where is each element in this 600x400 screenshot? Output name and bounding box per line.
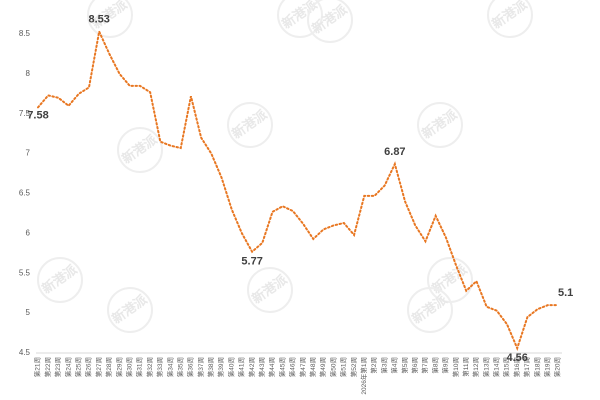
x-tick-label: 第13周 [481, 357, 490, 377]
x-tick-label: 第15周 [502, 357, 511, 377]
x-tick-label: 第31周 [135, 357, 144, 377]
watermark-circle [307, 0, 353, 43]
x-tick-label: 第8周 [430, 357, 439, 374]
data-line [37, 28, 559, 352]
watermark: 新港派 [429, 261, 470, 296]
x-tick-label: 第40周 [226, 357, 235, 377]
data-label: 5.77 [241, 256, 262, 268]
data-label: 5.1 [558, 287, 573, 299]
x-tick-label: 第3周 [379, 357, 388, 374]
watermark-circle [107, 287, 153, 333]
watermark: 新港派 [109, 291, 150, 326]
x-tick-label: 第29周 [114, 357, 123, 377]
x-tick-label: 第26周 [84, 357, 93, 377]
x-tick-label: 第21周 [33, 357, 42, 377]
y-tick-label: 8 [26, 69, 31, 78]
x-tick-label: 第10周 [451, 357, 460, 377]
x-tick-label: 第28周 [104, 357, 113, 377]
watermark-circle [417, 102, 463, 148]
x-tick-label: 第51周 [339, 357, 348, 377]
x-tick-label: 第24周 [63, 357, 72, 377]
x-tick-label: 第44周 [267, 357, 276, 377]
watermark: 新港派 [419, 106, 460, 141]
data-label: 8.53 [88, 14, 109, 26]
x-tick-label: 第6周 [410, 357, 419, 374]
x-tick-label: 第41周 [237, 357, 246, 377]
x-tick-label: 第32周 [145, 357, 154, 377]
y-tick-label: 5.5 [19, 268, 31, 277]
x-tick-label: 第49周 [318, 357, 327, 377]
y-tick-label: 5 [26, 308, 31, 317]
x-tick-label: 第2周 [369, 357, 378, 374]
watermark-circle [227, 102, 273, 148]
x-tick-label: 第17周 [522, 357, 531, 377]
x-tick-label: 第37周 [196, 357, 205, 377]
x-tick-label: 第5周 [400, 357, 409, 374]
x-tick-label: 第22周 [43, 357, 52, 377]
y-tick-label: 8.5 [19, 29, 31, 38]
watermark-circle [277, 0, 323, 38]
x-tick-label: 2026年第1周 [359, 357, 368, 395]
y-tick-label: 7.5 [19, 109, 31, 118]
x-tick-label: 第50周 [328, 357, 337, 377]
watermark: 新港派 [229, 106, 270, 141]
watermark: 新港派 [409, 291, 450, 326]
data-label: 6.87 [384, 146, 405, 158]
x-tick-label: 第33周 [155, 357, 164, 377]
x-tick-label: 第9周 [441, 357, 450, 374]
watermark: 新港派 [119, 131, 160, 166]
x-tick-label: 第43周 [257, 357, 266, 377]
x-tick-label: 第19周 [543, 357, 552, 377]
y-tick-label: 4.5 [19, 348, 31, 357]
x-tick-label: 第14周 [492, 357, 501, 377]
x-tick-label: 第46周 [288, 357, 297, 377]
x-tick-label: 第4周 [390, 357, 399, 374]
x-tick-label: 第34周 [165, 357, 174, 377]
x-tick-label: 第7周 [420, 357, 429, 374]
watermark-circle [87, 0, 133, 38]
watermark-circle [37, 257, 83, 303]
x-tick-label: 第30周 [124, 357, 133, 377]
y-tick-label: 6.5 [19, 189, 31, 198]
watermark: 新港派 [39, 261, 80, 296]
x-tick-label: 第18周 [532, 357, 541, 377]
x-tick-label: 第52周 [349, 357, 358, 377]
data-label: 4.56 [507, 352, 528, 364]
x-tick-label: 第48周 [308, 357, 317, 377]
watermark: 新港派 [249, 271, 290, 306]
x-tick-label: 第12周 [471, 357, 480, 377]
x-tick-label: 第47周 [298, 357, 307, 377]
watermark-circle [407, 287, 453, 333]
data-label: 7.58 [27, 109, 48, 121]
x-tick-label: 第42周 [247, 357, 256, 377]
x-tick-label: 第39周 [216, 357, 225, 377]
watermark-circle [487, 0, 533, 38]
y-tick-label: 7 [26, 149, 31, 158]
watermark-circle [247, 267, 293, 313]
x-tick-label: 第38周 [206, 357, 215, 377]
watermark-circle [117, 127, 163, 173]
x-tick-label: 第23周 [53, 357, 62, 377]
x-tick-label: 第20周 [553, 357, 562, 377]
x-tick-label: 第27周 [94, 357, 103, 377]
x-tick-label: 第16周 [512, 357, 521, 377]
x-tick-label: 第35周 [175, 357, 184, 377]
y-tick-label: 6 [26, 228, 31, 237]
x-tick-label: 第25周 [74, 357, 83, 377]
x-tick-label: 第11周 [461, 357, 470, 377]
watermark: 新港派 [489, 0, 530, 31]
x-tick-label: 第36周 [186, 357, 195, 377]
x-tick-label: 第45周 [277, 357, 286, 377]
